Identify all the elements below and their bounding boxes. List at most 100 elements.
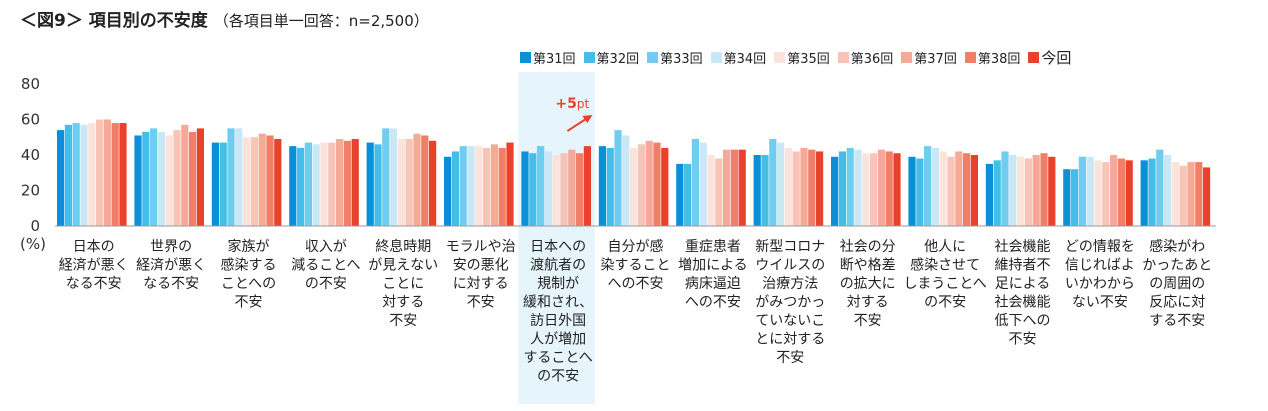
bar xyxy=(134,135,142,226)
bar xyxy=(1125,160,1133,226)
bar xyxy=(908,156,916,226)
chart-legend: 第31回 第32回 第33回 第34回 第35回 第36回 第37回 第38回 今回 xyxy=(520,47,1079,68)
category-label: 収入が減ることへの不安 xyxy=(291,239,360,292)
annotation-arrowhead xyxy=(582,115,593,123)
bar xyxy=(816,151,824,226)
y-tick-label: 0 xyxy=(30,217,40,235)
legend-label: 第38回 xyxy=(977,52,1021,67)
bar xyxy=(862,153,870,226)
bar xyxy=(854,149,862,226)
bar xyxy=(606,147,614,226)
bar xyxy=(57,130,65,226)
bar xyxy=(142,131,150,226)
bar xyxy=(598,146,606,226)
bar xyxy=(1032,155,1040,226)
bar xyxy=(1110,155,1118,226)
legend-label: 第34回 xyxy=(723,52,767,67)
bar xyxy=(808,149,816,226)
bar xyxy=(1140,160,1148,226)
bar xyxy=(568,149,576,226)
bar xyxy=(622,135,630,226)
y-tick-label: 20 xyxy=(21,182,40,200)
bar xyxy=(769,139,777,226)
bar xyxy=(800,147,808,226)
legend-item: 第35回 xyxy=(774,48,830,67)
bar xyxy=(111,123,119,226)
legend-item: 第31回 xyxy=(520,48,576,67)
bar xyxy=(684,163,692,226)
bar xyxy=(211,142,219,226)
bar xyxy=(761,155,769,226)
bar xyxy=(320,142,328,226)
y-tick-label: 80 xyxy=(21,75,40,93)
legend-item: 第32回 xyxy=(583,48,639,67)
bar xyxy=(784,147,792,226)
legend-swatch xyxy=(710,52,722,63)
legend-label: 第37回 xyxy=(914,52,957,67)
bar xyxy=(1156,149,1164,226)
bar xyxy=(583,146,591,226)
bar xyxy=(715,158,723,226)
bar xyxy=(483,147,491,226)
bar xyxy=(1071,169,1079,226)
bar xyxy=(1001,151,1009,226)
bar xyxy=(661,147,669,226)
category-label: 社会機能維持者不足による社会機能低下への不安 xyxy=(995,239,1051,348)
bar xyxy=(266,135,274,226)
bar xyxy=(970,155,978,226)
bar xyxy=(250,137,258,226)
bar xyxy=(1078,156,1086,226)
legend-label: 第36回 xyxy=(850,52,894,67)
bar xyxy=(955,151,963,226)
bar xyxy=(1094,160,1102,226)
bar xyxy=(1024,158,1032,226)
legend-swatch xyxy=(583,52,595,63)
bar xyxy=(96,119,104,226)
bar xyxy=(576,153,584,226)
bar xyxy=(939,151,947,226)
bar xyxy=(723,149,731,226)
bar xyxy=(838,151,846,226)
bar xyxy=(498,147,506,226)
legend-swatch xyxy=(1028,52,1040,63)
bar xyxy=(119,123,127,226)
bar xyxy=(831,156,839,226)
bar xyxy=(738,149,746,226)
bar xyxy=(1148,158,1156,226)
bar xyxy=(1117,158,1125,226)
bar xyxy=(72,123,80,226)
bar xyxy=(893,153,901,226)
bar xyxy=(947,156,955,226)
bar xyxy=(467,146,475,226)
bar xyxy=(1009,155,1017,226)
bar xyxy=(490,144,498,226)
category-label: 日本への渡航者の規制が緩和され、訪日外国人が増加することへの不安 xyxy=(523,239,593,385)
bar xyxy=(1187,162,1195,226)
bar xyxy=(374,144,382,226)
annotation-arrow xyxy=(566,117,588,132)
category-label: 自分が感染することへの不安 xyxy=(601,238,671,292)
bar xyxy=(653,142,661,226)
bar xyxy=(289,146,297,226)
bar xyxy=(846,147,854,226)
bar xyxy=(707,155,715,226)
legend-swatch xyxy=(520,52,531,63)
bar xyxy=(312,144,320,226)
bar xyxy=(173,130,181,226)
bar xyxy=(529,153,537,226)
bar xyxy=(730,149,738,226)
bar xyxy=(777,142,785,226)
bar xyxy=(103,119,111,226)
category-label: 新型コロナウイルスの治療方法がみつかっていないことに対する不安 xyxy=(755,239,825,366)
change-annotation: +5pt xyxy=(555,96,589,112)
legend-item: 第34回 xyxy=(710,48,767,67)
bar xyxy=(506,142,514,226)
bar xyxy=(189,131,197,226)
bar xyxy=(885,151,893,226)
y-unit-label: (%) xyxy=(20,235,46,253)
legend-swatch xyxy=(647,52,659,63)
bar xyxy=(676,163,684,226)
bar xyxy=(792,151,800,226)
bar xyxy=(444,156,452,226)
chart-title: ＜図9＞ 項目別の不安度 xyxy=(20,11,208,31)
